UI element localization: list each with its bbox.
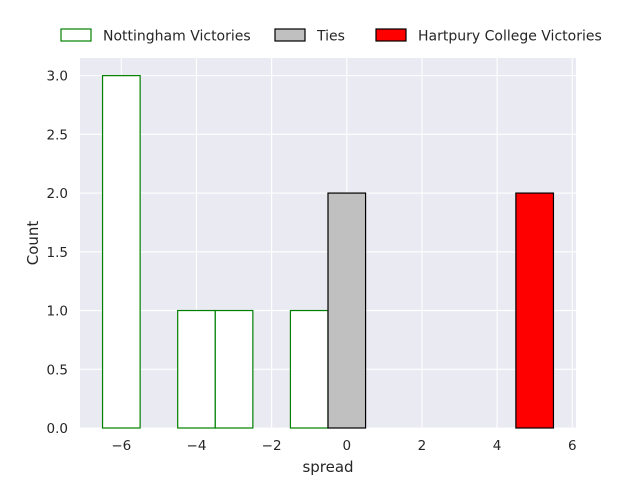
bar-series0-2 [214,309,254,429]
legend-label-nottingham: Nottingham Victories [103,29,251,45]
x-tick-label-1: −4 [187,438,207,454]
y-tick-label-0: 0.0 [47,421,68,437]
y-tick-label-1: 0.5 [47,362,68,378]
y-axis-label: Count [24,221,42,266]
x-tick-label-2: −2 [262,438,282,454]
y-tick-label-6: 3.0 [47,69,68,85]
legend-label-hartpury: Hartpury College Victories [418,29,602,45]
legend-swatch-hartpury [375,28,407,42]
bar-series1-0 [327,192,367,429]
legend-swatch-nottingham [60,28,92,42]
x-tick-label-0: −6 [111,438,131,454]
bar-series2-0 [515,192,555,429]
legend: Nottingham Victories Ties Hartpury Colle… [60,28,602,45]
x-tick-label-6: 6 [568,438,577,454]
legend-swatch-ties [274,28,306,42]
y-tick-label-4: 2.0 [47,186,68,202]
x-tick-label-3: 0 [342,438,351,454]
x-tick-label-4: 2 [418,438,427,454]
bar-series0-0 [101,75,141,429]
y-tick-label-2: 1.0 [47,304,68,320]
x-axis-ticks: −6 −4 −2 0 2 4 6 [111,438,576,454]
bar-series0-3 [289,309,329,429]
y-tick-label-3: 1.5 [47,245,68,261]
y-axis-ticks: 0.0 0.5 1.0 1.5 2.0 2.5 3.0 [47,69,68,437]
x-tick-label-5: 4 [493,438,502,454]
bar-series0-1 [177,309,216,429]
y-tick-label-5: 2.5 [47,127,68,143]
legend-label-ties: Ties [316,29,345,45]
x-axis-label: spread [302,458,353,476]
bars [101,75,555,429]
